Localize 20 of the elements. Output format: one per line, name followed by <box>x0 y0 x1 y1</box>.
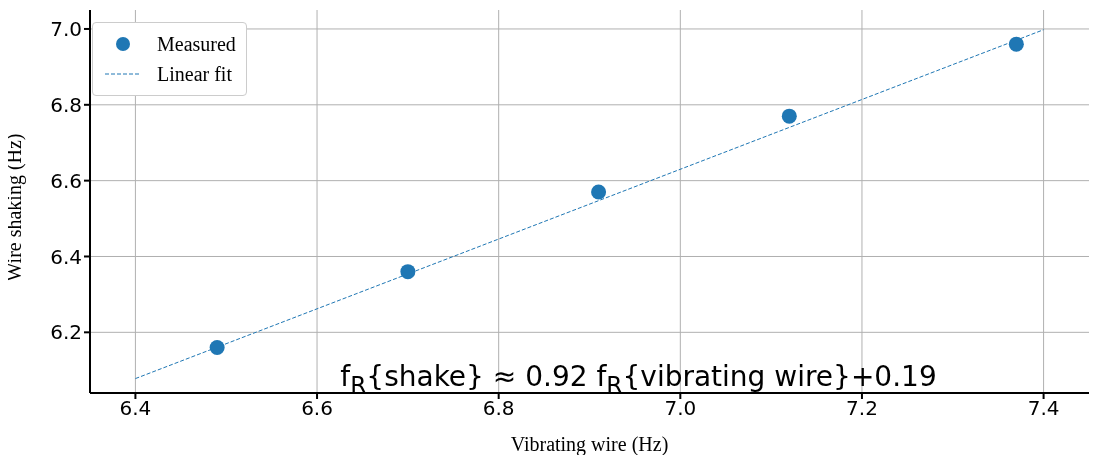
point <box>209 340 225 355</box>
y-axis-title: Wire shaking (Hz) <box>3 133 27 282</box>
point <box>781 108 797 124</box>
point <box>1008 36 1024 52</box>
legend-label: Measured <box>157 32 236 57</box>
x-tick-label: 6.8 <box>482 396 515 421</box>
x-tick-label: 6.4 <box>119 396 152 421</box>
x-tick-label: 7.4 <box>1027 396 1060 421</box>
legend-label: Linear fit <box>157 62 232 87</box>
x-tick-label: 7.2 <box>846 396 878 421</box>
point <box>400 264 416 280</box>
y-tick-label: 6.6 <box>50 168 82 193</box>
x-axis-title: Vibrating wire (Hz) <box>510 433 669 456</box>
y-tick-label: 7.0 <box>50 17 82 42</box>
x-tick-label: 6.6 <box>301 396 333 421</box>
point <box>591 184 607 200</box>
y-tick-label: 6.4 <box>50 244 82 269</box>
x-tick-label: 7.0 <box>664 396 697 421</box>
y-tick-label: 6.2 <box>50 320 82 345</box>
y-tick-label: 6.8 <box>50 92 82 117</box>
